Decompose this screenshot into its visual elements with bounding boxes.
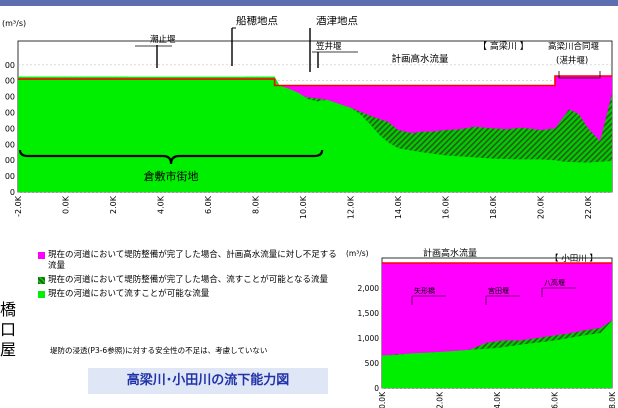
x-tick-label: 10.0K (299, 195, 308, 219)
legend-text-hatched: 現在の河道において堤防整備が完了した場合、流すことが可能となる流量 (48, 275, 328, 285)
y-tick-label: 00 (5, 124, 15, 133)
y-tick-label: 00 (5, 172, 15, 181)
city-area-label: 倉敷市街地 (144, 169, 199, 183)
current-capacity-area (18, 76, 612, 192)
y-tick-label: 0 (374, 384, 379, 393)
annotation-label: 矢形橋 (414, 286, 435, 295)
figure-title: 高梁川･小田川の流下能力図 (88, 368, 328, 394)
legend-text-green: 現在の河道において流すことが可能な流量 (48, 289, 210, 299)
y-tick-label: 0 (10, 188, 15, 197)
legend-item-green: 現在の河道において流すことが可能な流量 (38, 289, 338, 300)
annotation-label: 宮田堰 (488, 286, 509, 295)
current-capacity-area (382, 320, 612, 388)
x-tick-label: 4.0K (157, 195, 166, 214)
plan-flow-label: 計画高水流量 (391, 53, 449, 65)
annotation-label: (湛井堰) (556, 55, 588, 66)
y-tick-label: 00 (5, 61, 15, 70)
y-tick-label: 500 (365, 359, 380, 368)
x-tick-label: 20.0K (537, 195, 546, 219)
legend-swatch-magenta (38, 252, 45, 259)
legend-swatch-green (38, 291, 45, 298)
x-tick-label: 4.0K (493, 391, 502, 408)
plan-flow-label: 計画高水流量 (423, 247, 477, 259)
legend-swatch-hatched (38, 277, 45, 284)
annotation-label: 笠井堰 (316, 41, 342, 52)
y-tick-label: 00 (5, 93, 15, 102)
annotation-label: 高梁川合同堰 (548, 41, 600, 52)
river-tag: 【 小田川 】 (550, 253, 598, 264)
x-tick-label: -2.0K (14, 195, 23, 217)
top-accent-bar (0, 0, 618, 6)
y-tick-label: 00 (5, 140, 15, 149)
annotation-label: 酒津地点 (316, 16, 358, 27)
river-tag: 【 高梁川 】 (478, 40, 529, 52)
y-axis-label: (m³/s) (346, 249, 369, 258)
legend-item-hatched: 現在の河道において堤防整備が完了した場合、流すことが可能となる流量 (38, 275, 338, 286)
legend-item-magenta: 現在の河道において堤防整備が完了した場合、計画高水流量に対し不足する流量 (38, 250, 338, 272)
x-tick-label: 12.0K (347, 195, 356, 219)
y-tick-label: 1,500 (358, 309, 380, 318)
y-tick-label: 2,000 (358, 284, 380, 293)
x-tick-label: 8.0K (252, 195, 261, 214)
weir-bracket (558, 71, 601, 79)
y-tick-label: 00 (5, 109, 15, 118)
y-tick-label: 1,000 (358, 334, 380, 343)
annotation-label: 八高堰 (544, 278, 565, 287)
legend: 現在の河道において堤防整備が完了した場合、計画高水流量に対し不足する流量 現在の… (38, 250, 338, 303)
x-tick-label: 2.0K (436, 391, 445, 408)
x-tick-label: 2.0K (109, 195, 118, 214)
annotation-label: 船穂地点 (236, 16, 278, 27)
legend-text-magenta: 現在の河道において堤防整備が完了した場合、計画高水流量に対し不足する流量 (48, 250, 337, 271)
oda-capacity-chart: 2,000 1,500 1,000 500 00.0K 2.0K 4.0K 6.0K 8.0K (… (346, 247, 617, 408)
seepage-note: 堤防の浸透(P3-6参照)に対する安全性の不足は、考慮していない (50, 346, 268, 355)
annotation-label: 潮止堰 (150, 34, 176, 45)
x-tick-label: 8.0K (608, 391, 617, 408)
y-tick-label: 00 (5, 77, 15, 86)
x-tick-label: 22.0K (584, 195, 593, 219)
side-text: 橋口屋 (0, 300, 17, 359)
x-tick-label: 0.0K (62, 195, 71, 214)
y-tick-label: 00 (5, 156, 15, 165)
x-tick-label: 16.0K (442, 195, 451, 219)
x-tick-label: 18.0K (489, 195, 498, 219)
x-tick-label: 6.0K (551, 391, 560, 408)
x-tick-label: 6.0K (204, 195, 213, 214)
plan-flow-line (18, 75, 612, 87)
x-tick-label: 14.0K (394, 195, 403, 219)
x-tick-label: 0.0K (378, 391, 387, 408)
city-area-brace (18, 149, 324, 165)
y-axis-label: (m³/s) (2, 19, 26, 28)
